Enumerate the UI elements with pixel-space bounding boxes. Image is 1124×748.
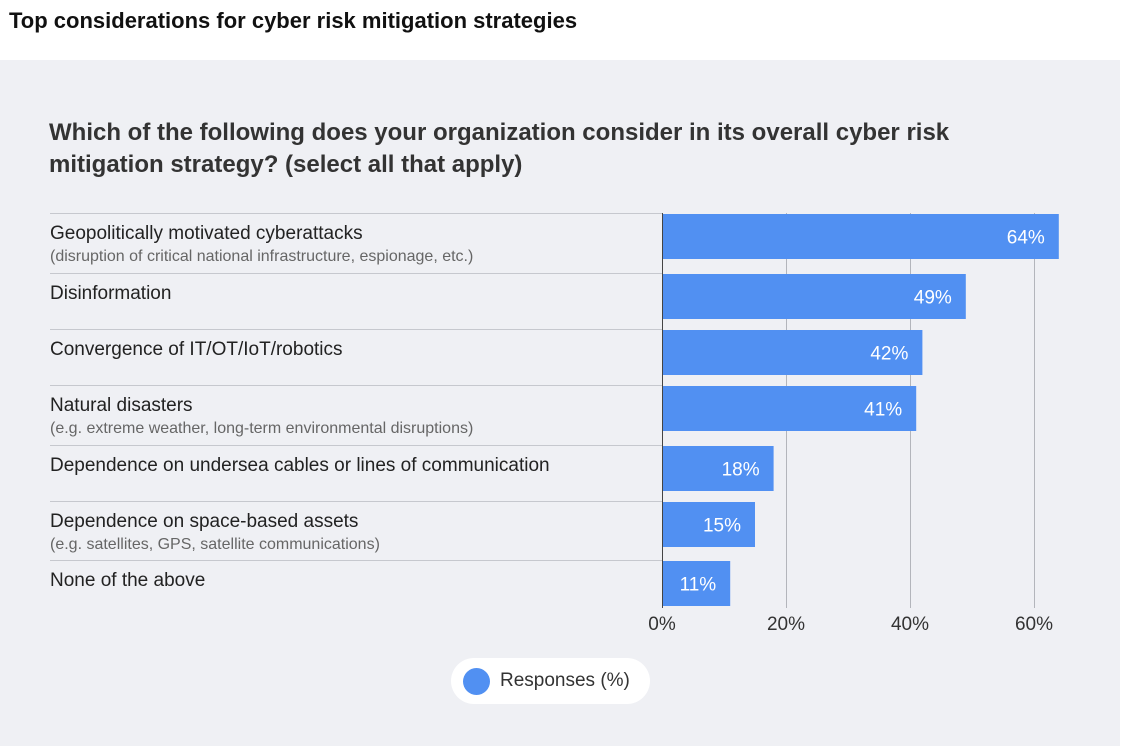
- bar-3: [662, 386, 917, 431]
- chart-panel: Which of the following does your organiz…: [0, 60, 1120, 746]
- x-tick-label-20: 20%: [767, 614, 805, 635]
- legend: Responses (%): [451, 658, 650, 704]
- category-label-0: Geopolitically motivated cyberattacks: [50, 223, 363, 244]
- bar-2: [662, 330, 923, 375]
- bar-1: [662, 274, 966, 319]
- bar-0: [662, 214, 1059, 259]
- category-label-4: Dependence on undersea cables or lines o…: [50, 455, 550, 476]
- x-tick-label-0: 0%: [648, 614, 676, 635]
- page-title: Top considerations for cyber risk mitiga…: [9, 8, 578, 33]
- legend-label: Responses (%): [500, 670, 630, 691]
- category-label-2: Convergence of IT/OT/IoT/robotics: [50, 339, 343, 360]
- category-label-1: Disinformation: [50, 283, 171, 304]
- x-tick-label-60: 60%: [1015, 614, 1053, 635]
- value-label-1: 49%: [914, 288, 952, 309]
- value-label-2: 42%: [870, 344, 908, 365]
- value-label-0: 64%: [1007, 228, 1045, 249]
- value-label-3: 41%: [864, 400, 902, 421]
- bar-5: [662, 502, 755, 547]
- chart-question: Which of the following does your organiz…: [49, 119, 950, 178]
- category-sublabel-0: (disruption of critical national infrast…: [50, 248, 473, 265]
- value-label-4: 18%: [722, 460, 760, 481]
- bar-6: [662, 561, 731, 606]
- category-label-3: Natural disasters: [50, 395, 193, 416]
- category-label-6: None of the above: [50, 570, 205, 591]
- x-tick-label-40: 40%: [891, 614, 929, 635]
- value-label-5: 15%: [703, 516, 741, 537]
- value-label-6: 11%: [680, 575, 717, 596]
- legend-swatch-icon: [463, 667, 490, 695]
- category-label-5: Dependence on space-based assets: [50, 511, 358, 532]
- bar-4: [662, 446, 774, 491]
- bar-chart: 64% Geopolitically motivated cyberattacks…: [50, 213, 1059, 635]
- category-sublabel-3: (e.g. extreme weather, long-term environ…: [50, 420, 473, 437]
- category-sublabel-5: (e.g. satellites, GPS, satellite communi…: [50, 536, 380, 553]
